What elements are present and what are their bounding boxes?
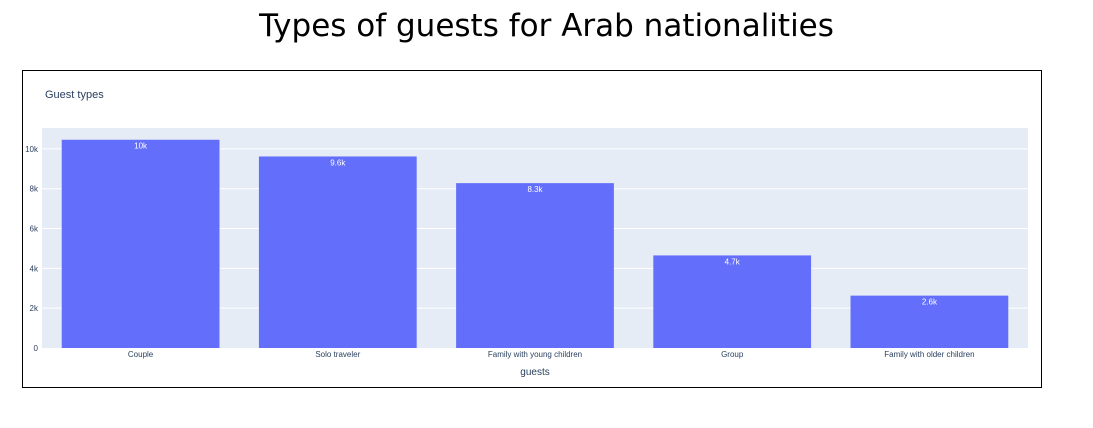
x-tick-label: Family with older children (884, 350, 974, 359)
bar (850, 295, 1009, 348)
chart-title: Guest types (45, 89, 104, 101)
bar-value-label: 9.6k (330, 158, 346, 167)
bar-value-label: 2.6k (922, 298, 938, 307)
x-tick-label: Family with young children (488, 350, 582, 359)
y-tick-label: 10k (25, 145, 39, 154)
y-tick-label: 0 (34, 344, 39, 353)
bar-value-label: 8.3k (527, 185, 543, 194)
bar (456, 183, 614, 348)
y-tick-label: 6k (30, 225, 39, 234)
chart-frame: Guest types 0 2k 4k 6k 8k 10k 10k 9.6k 8.3k 4.7k… (22, 70, 1042, 388)
bar (258, 156, 417, 348)
y-tick-label: 8k (30, 185, 39, 194)
y-axis-ticks: 0 2k 4k 6k 8k 10k (25, 145, 39, 353)
bars (61, 139, 1009, 348)
page-title: Types of guests for Arab nationalities (259, 8, 834, 44)
y-tick-label: 2k (30, 304, 39, 313)
x-axis-ticks: Couple Solo traveler Family with young chi… (128, 350, 975, 359)
bar-value-label: 10k (134, 142, 148, 151)
x-tick-label: Group (721, 350, 744, 359)
bar (653, 255, 812, 348)
x-axis-label: guests (520, 367, 549, 378)
x-tick-label: Solo traveler (315, 350, 360, 359)
bar-chart: Guest types 0 2k 4k 6k 8k 10k 10k 9.6k 8.3k 4.7k… (25, 89, 1028, 378)
bar-value-label: 4.7k (725, 257, 741, 266)
bar-labels: 10k 9.6k 8.3k 4.7k 2.6k (134, 142, 938, 307)
x-tick-label: Couple (128, 350, 154, 359)
bar (61, 139, 220, 348)
y-tick-label: 4k (30, 264, 39, 273)
